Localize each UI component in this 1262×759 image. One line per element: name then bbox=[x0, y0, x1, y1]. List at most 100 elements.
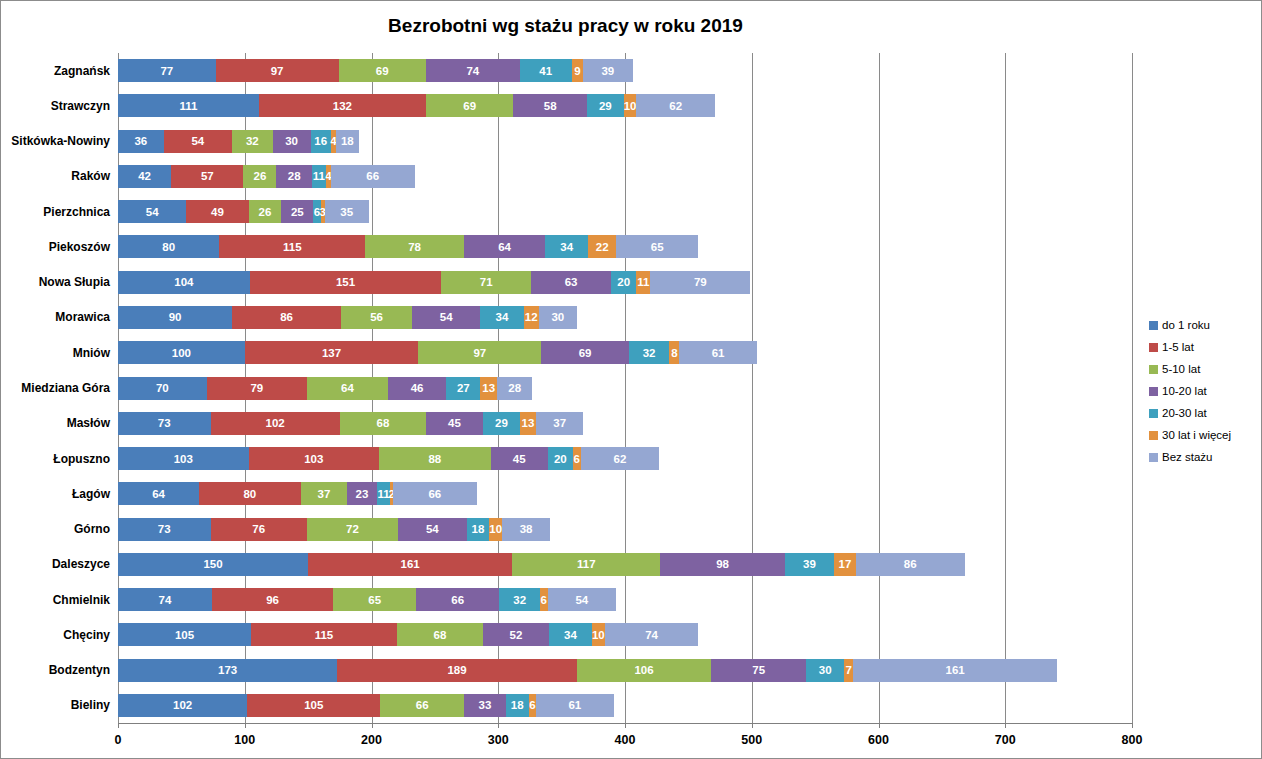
bar-value-label: 80 bbox=[243, 488, 256, 500]
bar-value-label: 58 bbox=[544, 100, 557, 112]
bar-segment: 102 bbox=[118, 694, 247, 717]
bar-segment: 46 bbox=[388, 377, 446, 400]
bar-segment: 66 bbox=[380, 694, 464, 717]
legend-label: do 1 roku bbox=[1162, 319, 1210, 331]
bar-value-label: 69 bbox=[376, 65, 389, 77]
bar-segment: 17 bbox=[834, 553, 856, 576]
bar-value-label: 117 bbox=[577, 558, 596, 570]
bar-track: 17318910675307161 bbox=[118, 659, 1132, 682]
x-tick-label: 800 bbox=[1122, 733, 1143, 747]
bar-value-label: 111 bbox=[179, 100, 197, 112]
bar-segment: 54 bbox=[118, 200, 186, 223]
bar-value-label: 29 bbox=[495, 417, 508, 429]
bar-value-label: 32 bbox=[643, 347, 656, 359]
bar-value-label: 97 bbox=[473, 347, 486, 359]
bar-segment: 9 bbox=[572, 59, 583, 82]
bar-value-label: 11 bbox=[637, 276, 649, 288]
bar-value-label: 69 bbox=[463, 100, 476, 112]
bar-value-label: 8 bbox=[671, 347, 677, 359]
bar-value-label: 150 bbox=[203, 558, 222, 570]
bar-segment: 54 bbox=[548, 588, 616, 611]
category-label: Miedziana Góra bbox=[1, 381, 118, 395]
bar-segment: 36 bbox=[118, 130, 164, 153]
bar-segment: 72 bbox=[307, 518, 398, 541]
bar-segment: 13 bbox=[480, 377, 496, 400]
bar-value-label: 65 bbox=[651, 241, 664, 253]
bar-segment: 64 bbox=[464, 235, 545, 258]
category-label: Chmielnik bbox=[1, 593, 118, 607]
bar-segment: 161 bbox=[853, 659, 1057, 682]
category-label: Masłów bbox=[1, 416, 118, 430]
bar-segment: 75 bbox=[711, 659, 806, 682]
bar-value-label: 54 bbox=[191, 135, 204, 147]
bar-value-label: 79 bbox=[694, 276, 707, 288]
bar-value-label: 88 bbox=[428, 453, 441, 465]
bar-value-label: 64 bbox=[498, 241, 511, 253]
x-tick bbox=[752, 723, 753, 728]
bar-value-label: 37 bbox=[553, 417, 566, 429]
bar-segment: 97 bbox=[216, 59, 339, 82]
bar-value-label: 26 bbox=[254, 170, 267, 182]
bar-segment: 117 bbox=[512, 553, 660, 576]
bar-segment: 28 bbox=[276, 165, 311, 188]
bar-value-label: 54 bbox=[575, 594, 588, 606]
bar-segment: 71 bbox=[441, 271, 531, 294]
bar-segment: 90 bbox=[118, 306, 232, 329]
category-label: Piekoszów bbox=[1, 240, 118, 254]
category-label: Daleszyce bbox=[1, 557, 118, 571]
bar-segment: 45 bbox=[426, 412, 483, 435]
bar-segment: 74 bbox=[118, 588, 212, 611]
bar-value-label: 64 bbox=[152, 488, 165, 500]
bar-segment: 6 bbox=[573, 447, 581, 470]
bar-segment: 74 bbox=[605, 623, 699, 646]
bar-segment: 66 bbox=[393, 482, 477, 505]
gridline bbox=[1132, 53, 1133, 723]
bar-segment: 54 bbox=[398, 518, 466, 541]
bar-row: Sitkówka-Nowiny3654323016418 bbox=[1, 124, 1132, 159]
bar-segment: 37 bbox=[301, 482, 348, 505]
bar-value-label: 77 bbox=[160, 65, 173, 77]
bar-value-label: 32 bbox=[513, 594, 526, 606]
x-tick-label: 300 bbox=[488, 733, 509, 747]
bar-value-label: 6 bbox=[574, 453, 580, 465]
bar-segment: 111 bbox=[118, 94, 259, 117]
bar-value-label: 46 bbox=[411, 382, 424, 394]
x-tick bbox=[879, 723, 880, 728]
bar-value-label: 115 bbox=[315, 629, 334, 641]
bar-segment: 8 bbox=[669, 341, 679, 364]
bar-value-label: 96 bbox=[266, 594, 279, 606]
bar-value-label: 73 bbox=[158, 523, 171, 535]
x-tick-label: 500 bbox=[741, 733, 762, 747]
plot-area: Zagnańsk7797697441939Strawczyn1111326958… bbox=[1, 53, 1132, 723]
bar-value-label: 161 bbox=[401, 558, 420, 570]
bar-segment: 63 bbox=[531, 271, 611, 294]
legend-item: 10-20 lat bbox=[1149, 385, 1231, 397]
bar-segment: 25 bbox=[281, 200, 313, 223]
x-tick-label: 400 bbox=[615, 733, 636, 747]
bar-track: 15016111798391786 bbox=[118, 553, 1132, 576]
bar-segment: 32 bbox=[232, 130, 273, 153]
bar-value-label: 74 bbox=[466, 65, 479, 77]
x-tick-label: 600 bbox=[868, 733, 889, 747]
bar-value-label: 79 bbox=[250, 382, 263, 394]
bar-segment: 45 bbox=[491, 447, 548, 470]
bar-segment: 10 bbox=[489, 518, 502, 541]
bar-row: Raków4257262811466 bbox=[1, 159, 1132, 194]
bar-value-label: 33 bbox=[479, 699, 492, 711]
bar-value-label: 86 bbox=[280, 311, 293, 323]
legend-label: 5-10 lat bbox=[1162, 363, 1200, 375]
bar-segment: 86 bbox=[232, 306, 341, 329]
bar-value-label: 30 bbox=[551, 311, 564, 323]
bar-value-label: 65 bbox=[368, 594, 381, 606]
bar-value-label: 18 bbox=[341, 135, 354, 147]
bar-row: Pierzchnica544926256335 bbox=[1, 194, 1132, 229]
bar-value-label: 39 bbox=[803, 558, 816, 570]
bar-value-label: 41 bbox=[539, 65, 552, 77]
bar-row: Chęciny1051156852341074 bbox=[1, 617, 1132, 652]
bar-segment: 18 bbox=[336, 130, 359, 153]
bar-segment: 13 bbox=[520, 412, 536, 435]
bar-segment: 34 bbox=[549, 623, 592, 646]
bar-row: Mniów100137976932861 bbox=[1, 335, 1132, 370]
bar-value-label: 34 bbox=[560, 241, 573, 253]
bar-segment: 57 bbox=[171, 165, 243, 188]
